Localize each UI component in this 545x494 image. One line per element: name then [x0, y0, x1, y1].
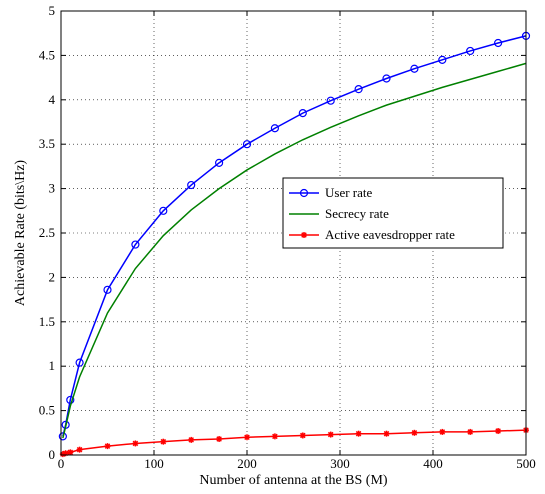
- x-axis-title: Number of antenna at the BS (M): [199, 473, 388, 488]
- x-tick-label: 400: [423, 456, 443, 471]
- asterisk-marker-core: [161, 440, 165, 444]
- series-line: [62, 35, 527, 437]
- legend: User rate Secrecy rate Active eavesdropper…: [282, 177, 504, 249]
- y-tick-label: 0.5: [39, 403, 55, 418]
- circle-marker: [75, 358, 84, 367]
- circle-marker: [58, 432, 67, 441]
- circle-marker: [159, 206, 168, 215]
- legend-item-2: Secrecy rate: [289, 206, 389, 221]
- circle-marker: [438, 55, 447, 64]
- asterisk-marker-core: [440, 430, 444, 434]
- y-tick-label: 4: [49, 92, 56, 107]
- circle-marker: [410, 64, 419, 73]
- x-tick-label: 100: [144, 456, 164, 471]
- asterisk-marker: [216, 436, 223, 443]
- asterisk-marker-core: [245, 435, 249, 439]
- legend-item-3: Active eavesdropper rate: [289, 227, 455, 242]
- circle-marker: [382, 74, 391, 83]
- series-2: [62, 62, 527, 439]
- asterisk-marker: [67, 449, 74, 456]
- circle-marker: [215, 158, 224, 167]
- asterisk-marker: [411, 429, 418, 436]
- circle-marker: [270, 124, 279, 133]
- series-line: [62, 429, 527, 455]
- circle-marker: [326, 96, 335, 105]
- circle-marker: [494, 38, 503, 48]
- y-tick-label: 0: [49, 447, 56, 462]
- asterisk-marker-core: [133, 441, 137, 446]
- asterisk-marker: [132, 440, 139, 447]
- asterisk-marker: [301, 232, 307, 238]
- y-tick-label: 3: [49, 181, 56, 196]
- asterisk-marker-core: [217, 437, 221, 441]
- asterisk-marker: [327, 431, 334, 438]
- y-tick-label: 1: [49, 358, 56, 373]
- y-tick-label: 4.5: [39, 47, 55, 62]
- asterisk-marker-core: [64, 451, 68, 455]
- asterisk-marker-core: [273, 434, 277, 438]
- legend-box: [282, 177, 504, 249]
- circle-marker: [466, 46, 475, 56]
- y-tick-label: 2: [49, 269, 56, 284]
- legend-label: User rate: [325, 185, 373, 200]
- asterisk-marker-core: [105, 444, 110, 448]
- circle-marker: [299, 188, 309, 198]
- series-group: [58, 31, 531, 458]
- circle-marker: [298, 109, 307, 118]
- asterisk-marker-core: [189, 438, 193, 442]
- asterisk-marker-core: [302, 233, 306, 237]
- x-tick-label: 200: [237, 456, 257, 471]
- asterisk-marker: [383, 430, 390, 437]
- asterisk-marker-core: [301, 433, 305, 438]
- asterisk-marker-core: [412, 431, 416, 435]
- series-line: [62, 62, 527, 439]
- asterisk-marker-core: [68, 450, 72, 454]
- asterisk-marker: [271, 433, 278, 440]
- asterisk-marker: [355, 430, 362, 437]
- legend-label: Active eavesdropper rate: [325, 227, 455, 242]
- axis-ticks: 0 100 200 300 400 500 0 0.5 1 1.5 2 2.5 3 3.5 4 4.5 5: [39, 3, 536, 471]
- y-axis-title: Achievable Rate (bits\Hz): [13, 160, 28, 307]
- y-tick-label: 2.5: [39, 225, 55, 240]
- asterisk-marker: [160, 438, 167, 445]
- x-tick-label: 300: [330, 456, 350, 471]
- asterisk-marker: [299, 432, 306, 439]
- asterisk-marker: [439, 428, 446, 435]
- asterisk-marker: [76, 446, 83, 453]
- y-tick-label: 3.5: [39, 136, 55, 151]
- asterisk-marker-core: [329, 432, 333, 437]
- asterisk-marker: [188, 436, 195, 443]
- asterisk-marker-core: [384, 432, 389, 436]
- asterisk-marker: [104, 443, 111, 450]
- asterisk-marker-core: [357, 432, 361, 436]
- series-1: [58, 31, 531, 441]
- x-tick-label: 0: [58, 456, 65, 471]
- circle-marker: [103, 285, 112, 294]
- asterisk-marker: [467, 428, 474, 435]
- y-tick-label: 5: [49, 3, 56, 18]
- asterisk-marker-core: [468, 430, 472, 434]
- circle-marker: [354, 85, 363, 94]
- asterisk-marker: [244, 434, 250, 441]
- legend-label: Secrecy rate: [325, 206, 389, 221]
- asterisk-marker-core: [78, 448, 82, 452]
- circle-marker: [187, 180, 196, 190]
- asterisk-marker-core: [496, 429, 500, 433]
- circle-marker: [242, 140, 252, 149]
- circle-marker: [131, 240, 140, 249]
- y-tick-label: 1.5: [39, 314, 55, 329]
- circle-marker: [66, 395, 75, 405]
- x-tick-label: 500: [516, 456, 536, 471]
- legend-item-1: User rate: [289, 185, 373, 200]
- asterisk-marker: [495, 428, 502, 435]
